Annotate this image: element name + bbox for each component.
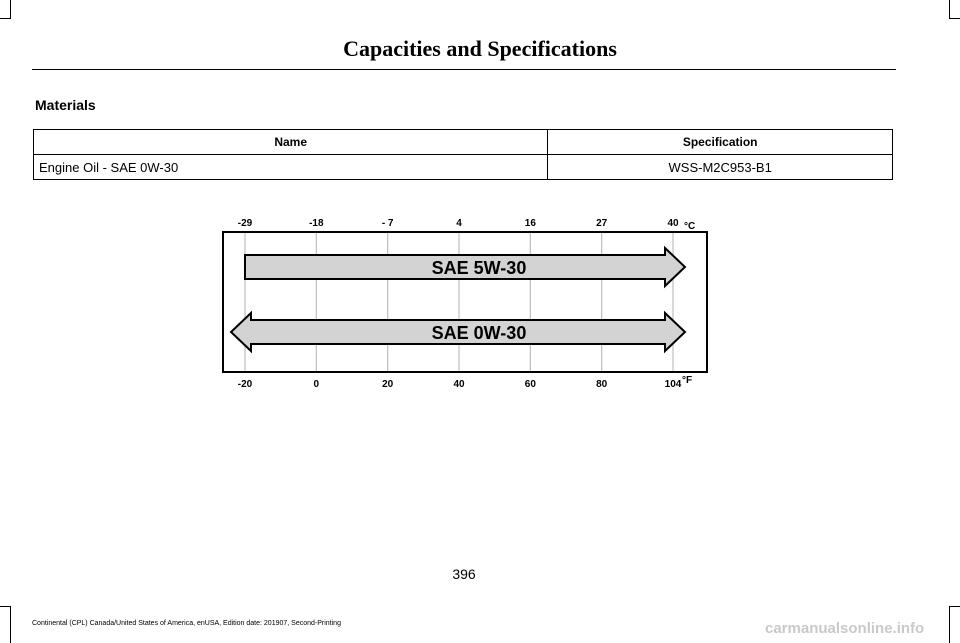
celsius-tick-label: -29: [238, 218, 253, 229]
viscosity-range-label: SAE 0W-30: [432, 323, 527, 343]
fahrenheit-unit-label: °F: [682, 375, 692, 386]
crop-mark-bottom-left-v: [10, 606, 11, 643]
materials-table: Name Specification Engine Oil - SAE 0W-3…: [32, 129, 893, 180]
crop-mark-top-left-v: [10, 0, 11, 18]
title-divider: [32, 69, 896, 70]
viscosity-range-label: SAE 5W-30: [432, 258, 527, 278]
table-header-row: Name Specification: [32, 129, 893, 155]
fahrenheit-tick-label: 40: [453, 379, 465, 390]
celsius-tick-label: - 7: [382, 218, 394, 229]
crop-mark-bottom-left-h: [0, 606, 11, 607]
celsius-tick-label: 27: [596, 218, 608, 229]
fahrenheit-tick-label: 20: [382, 379, 394, 390]
celsius-tick-label: 16: [525, 218, 537, 229]
viscosity-range-arrow: [229, 310, 687, 354]
fahrenheit-tick-label: 0: [314, 379, 320, 390]
chart-frame: [222, 231, 708, 373]
crop-mark-bottom-right-h: [949, 606, 960, 607]
crop-mark-top-right-v: [949, 0, 950, 18]
fahrenheit-tick-label: 60: [525, 379, 537, 390]
crop-mark-top-right-h: [949, 18, 960, 19]
crop-mark-top-left-h: [0, 18, 11, 19]
page-number: 396: [452, 566, 476, 582]
cell-name: Engine Oil - SAE 0W-30: [32, 154, 549, 180]
page-title: Capacities and Specifications: [343, 36, 617, 61]
celsius-tick-label: 40: [667, 218, 679, 229]
celsius-tick-label: 4: [456, 218, 462, 229]
column-header-specification: Specification: [547, 129, 893, 155]
fahrenheit-tick-label: -20: [238, 379, 253, 390]
section-heading: Materials: [35, 97, 96, 113]
fahrenheit-tick-label: 80: [596, 379, 608, 390]
viscosity-range-arrow: [244, 245, 687, 289]
fahrenheit-tick-label: 104: [665, 379, 682, 390]
cell-specification: WSS-M2C953-B1: [547, 154, 893, 180]
table-row: Engine Oil - SAE 0W-30 WSS-M2C953-B1: [32, 154, 893, 180]
celsius-tick-label: -18: [309, 218, 324, 229]
oil-viscosity-chart: -29 -18 - 7 4 16 27 40 °C -20 0 20 40 60 80 104 °F SAE 5…: [220, 205, 710, 410]
crop-mark-bottom-right-v: [949, 606, 950, 643]
footer-edition-text: Continental (CPL) Canada/United States o…: [32, 620, 341, 627]
celsius-unit-label: °C: [684, 221, 695, 232]
watermark: carmanualsonline.info: [765, 620, 925, 637]
viscosity-chart-svg: -29 -18 - 7 4 16 27 40 °C -20 0 20 40 60 80 104 °F SAE 5…: [222, 218, 708, 390]
column-header-name: Name: [32, 129, 549, 155]
